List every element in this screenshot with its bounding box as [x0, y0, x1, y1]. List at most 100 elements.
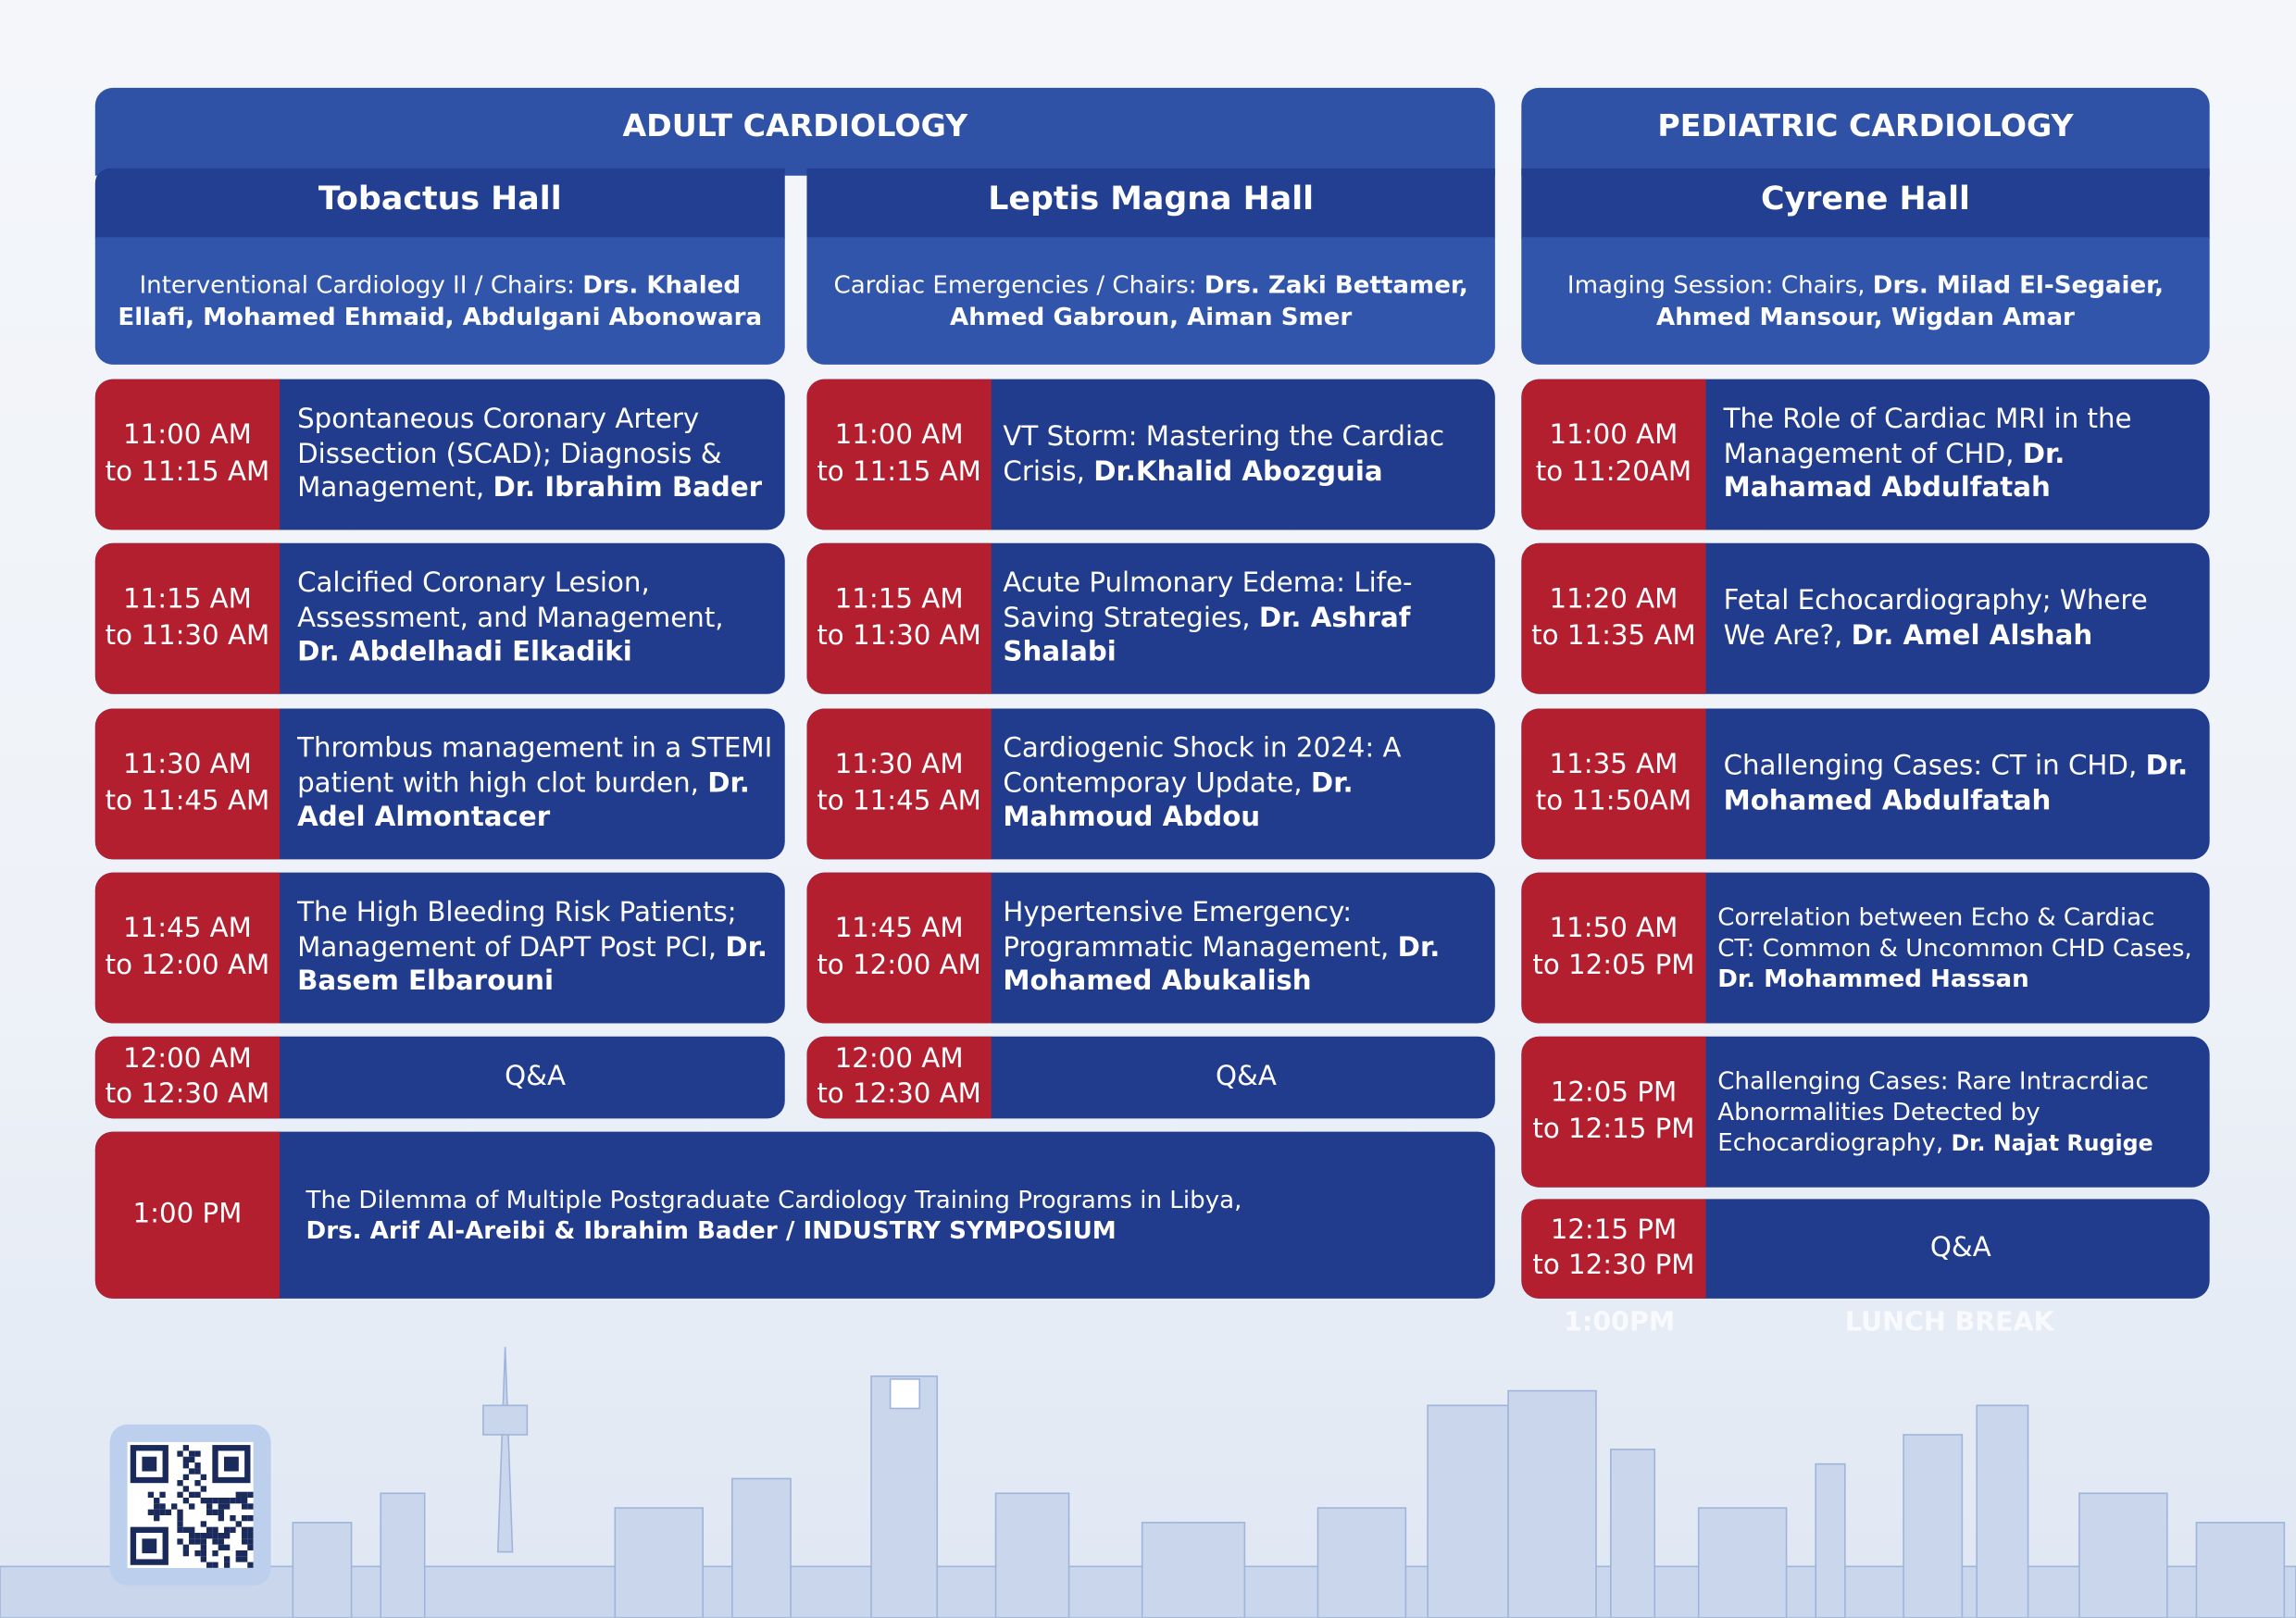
hall-name: Leptis Magna Hall [806, 168, 1495, 239]
session-text: Q&A [1009, 1037, 1483, 1119]
session-text-body: Challenging Cases: CT in CHD, Dr. Mohame… [1724, 750, 2198, 819]
qr-cell [235, 1556, 242, 1562]
session-text-body: Q&A [1216, 1060, 1277, 1094]
end-time: to 12:15 PM [1532, 1113, 1695, 1145]
time-box: 11:00 AM to 11:15 AM [94, 379, 281, 530]
end-time: to 12:30 AM [105, 1078, 270, 1110]
qr-cell [194, 1462, 201, 1469]
time-box: 11:45 AM to 12:00 AM [94, 872, 281, 1024]
time-box: 12:00 AM to 12:30 AM [94, 1036, 281, 1119]
end-time: to 11:50AM [1535, 785, 1692, 816]
session-text-body: Calcified Coronary Lesion, Assessment, a… [297, 566, 773, 670]
qr-cell [235, 1498, 242, 1504]
speaker: Dr. Mohammed Hassan [1717, 965, 2029, 993]
session-text: Calcified Coronary Lesion, Assessment, a… [297, 543, 773, 694]
chairs-text: Interventional Cardiology II / Chairs: D… [113, 269, 767, 332]
qr-cell [218, 1498, 224, 1504]
speaker: Dr. Mohamed Abdulfatah [1723, 751, 2189, 816]
qr-cell [241, 1503, 248, 1510]
session-text: Thrombus management in a STEMI patient w… [297, 709, 773, 860]
time-box: 12:15 PM to 12:30 PM [1521, 1199, 1706, 1299]
speaker: Dr. Mahmoud Abdou [1003, 767, 1354, 834]
qr-cell [247, 1544, 254, 1550]
qr-cell [182, 1544, 190, 1550]
session-title: Calcified Coronary Lesion, Assessment, a… [297, 567, 724, 634]
session-title: Q&A [1216, 1061, 1277, 1093]
symposium-row: 1:00 PM The Dilemma of Multiple Postgradu… [94, 1131, 1495, 1299]
time-box: 11:00 AM to 11:15 AM [806, 379, 992, 530]
end-time: to 12:00 AM [105, 949, 270, 980]
session-row: 11:35 AM to 11:50AM Challenging Cases: CT … [1521, 708, 2210, 860]
qr-cell [182, 1526, 190, 1533]
qr-cell [189, 1450, 195, 1457]
qr-cell [206, 1532, 213, 1539]
qr-cell [223, 1503, 231, 1510]
session-text-body: Correlation between Echo & Cardiac CT: C… [1717, 902, 2198, 994]
session-row: 11:20 AM to 11:35 AM Fetal Echocardiograph… [1521, 542, 2210, 694]
session-row: 11:45 AM to 12:00 AM Hypertensive Emergenc… [806, 872, 1495, 1024]
qr-cell [230, 1498, 236, 1504]
session-text: The Dilemma of Multiple Postgraduate Car… [306, 1132, 1484, 1299]
start-time: 11:45 AM [123, 914, 252, 945]
qr-cell [200, 1521, 207, 1527]
end-time: to 11:45 AM [817, 785, 981, 816]
chairs-label: Cardiac Emergencies / Chairs: [833, 270, 1197, 299]
session-text: Fetal Echocardiography; Where We Are?, D… [1724, 543, 2198, 694]
qr-cell [241, 1532, 248, 1539]
start-time: 12:00 AM [834, 1043, 964, 1075]
time-box: 11:00 AM to 11:20AM [1521, 379, 1706, 530]
qr-cell [177, 1526, 183, 1533]
session-row: 12:00 AM to 12:30 AM Q&A [94, 1036, 785, 1119]
qr-cell [241, 1556, 248, 1562]
qr-cell [206, 1526, 213, 1533]
qr-cell [206, 1562, 213, 1568]
qr-cell [194, 1491, 201, 1499]
qr-cell [230, 1526, 236, 1533]
chairs-names: Drs. Zaki Bettamer, Ahmed Gabroun, Aiman… [950, 270, 1468, 330]
end-time: to 11:45 AM [105, 785, 270, 816]
session-title: VT Storm: Mastering the Cardiac Crisis, [1003, 421, 1445, 487]
qr-cell [247, 1503, 254, 1510]
session-text-body: Q&A [1930, 1231, 1991, 1265]
speaker: Dr. Amel Alshah [1851, 619, 2093, 652]
qr-cell [218, 1503, 224, 1510]
qr-cell [182, 1462, 190, 1469]
start-time: 11:00 AM [123, 420, 252, 452]
qr-cell [200, 1556, 207, 1562]
speaker: Dr. Mahamad Abdulfatah [1723, 438, 2065, 504]
session-row: 11:50 AM to 12:05 PM Correlation between E… [1521, 872, 2210, 1024]
skyline [0, 1347, 2296, 1618]
speaker: Dr. Ibrahim Bader [493, 473, 763, 504]
qr-cell [200, 1486, 207, 1492]
session-row: 12:00 AM to 12:30 AM Q&A [806, 1036, 1495, 1119]
session-title: Challenging Cases: Rare Intracrdiac Abno… [1717, 1066, 2149, 1157]
qr-cell [194, 1532, 201, 1539]
session-row: 11:15 AM to 11:30 AM Calcified Coronary Le… [94, 542, 785, 694]
hall-name: Tobactus Hall [94, 168, 785, 239]
session-text-body: Spontaneous Coronary Artery Dissection (… [297, 403, 773, 506]
qr-cell [247, 1562, 254, 1568]
speaker: Drs. Arif Al-Areibi & Ibrahim Bader / IN… [306, 1216, 1117, 1245]
session-title: Acute Pulmonary Edema: Life-Saving Strat… [1003, 567, 1413, 634]
qr-cell [200, 1544, 207, 1550]
end-time: to 11:30 AM [105, 619, 270, 652]
session-text: Correlation between Echo & Cardiac CT: C… [1717, 873, 2198, 1024]
session-row: 11:45 AM to 12:00 AM The High Bleeding Ris… [94, 872, 785, 1024]
start-time: 11:15 AM [123, 584, 252, 616]
symposium-time: 1:00 PM [132, 1199, 243, 1230]
end-time: to 12:30 AM [817, 1078, 981, 1110]
qr-cell [206, 1503, 213, 1510]
qr-cell [154, 1503, 160, 1510]
qr-cell [194, 1450, 201, 1457]
qr-cell [177, 1538, 183, 1545]
qr-cell [189, 1532, 195, 1539]
qr-cell [154, 1498, 160, 1504]
chairs-label: Interventional Cardiology II / Chairs: [139, 270, 575, 299]
session-text-body: Fetal Echocardiography; Where We Are?, D… [1724, 584, 2198, 653]
qr-cell [223, 1556, 231, 1562]
session-title: Fetal Echocardiography; Where We Are?, [1723, 585, 2148, 652]
qr-cell [218, 1532, 224, 1539]
speaker: Dr. Najat Rugige [1951, 1130, 2153, 1157]
session-row: 11:30 AM to 11:45 AM Cardiogenic Shock in … [806, 708, 1495, 860]
